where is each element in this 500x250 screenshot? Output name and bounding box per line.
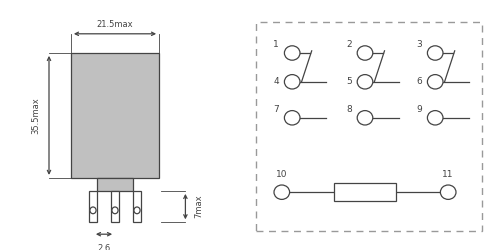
Text: 5: 5 bbox=[346, 77, 352, 86]
Circle shape bbox=[357, 110, 373, 125]
Circle shape bbox=[428, 110, 443, 125]
Text: 2: 2 bbox=[346, 40, 352, 50]
Bar bbox=[110, 191, 120, 222]
Text: 11: 11 bbox=[442, 170, 454, 179]
Text: 4: 4 bbox=[274, 77, 279, 86]
Circle shape bbox=[134, 207, 140, 214]
Bar bbox=[71, 53, 159, 178]
Circle shape bbox=[284, 46, 300, 60]
Circle shape bbox=[90, 207, 96, 214]
Circle shape bbox=[112, 207, 118, 214]
Text: 3: 3 bbox=[416, 40, 422, 50]
Text: 9: 9 bbox=[416, 105, 422, 114]
Text: 1: 1 bbox=[274, 40, 279, 50]
Text: 6: 6 bbox=[416, 77, 422, 86]
Bar bbox=[132, 191, 141, 222]
Bar bbox=[98, 178, 132, 191]
Text: 7max: 7max bbox=[194, 195, 203, 218]
Bar bbox=[88, 191, 98, 222]
Text: 2.6: 2.6 bbox=[98, 244, 110, 250]
Text: 21.5max: 21.5max bbox=[96, 20, 134, 29]
Circle shape bbox=[428, 46, 443, 60]
Circle shape bbox=[357, 74, 373, 89]
Circle shape bbox=[440, 185, 456, 200]
Text: 35.5max: 35.5max bbox=[31, 97, 40, 134]
Circle shape bbox=[284, 74, 300, 89]
Circle shape bbox=[274, 185, 289, 200]
Bar bbox=[256, 22, 482, 231]
Text: 10: 10 bbox=[276, 170, 287, 179]
Text: 7: 7 bbox=[274, 105, 279, 114]
Circle shape bbox=[284, 110, 300, 125]
Text: 8: 8 bbox=[346, 105, 352, 114]
Circle shape bbox=[428, 74, 443, 89]
Bar bbox=[334, 183, 396, 201]
Circle shape bbox=[357, 46, 373, 60]
